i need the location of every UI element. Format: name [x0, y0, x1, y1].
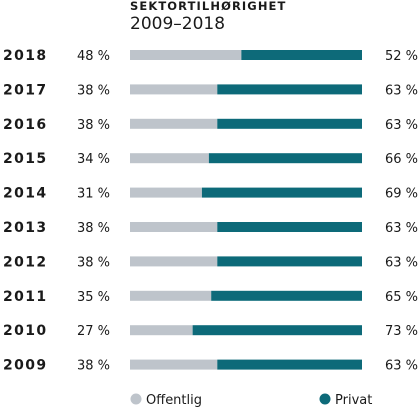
- legend-offentlig-swatch: [130, 393, 142, 405]
- privat-bar: [192, 325, 362, 336]
- offentlig-value-label: 34 %: [77, 152, 110, 167]
- offentlig-value-label: 38 %: [77, 118, 110, 133]
- privat-bar: [217, 222, 362, 232]
- chart-title: SEKTORTILHØRIGHET: [130, 0, 287, 13]
- year-label: 2015: [3, 151, 48, 167]
- offentlig-bar: [130, 50, 242, 60]
- privat-value-label: 73 %: [385, 324, 418, 339]
- year-label: 2014: [3, 186, 48, 202]
- privat-value-label: 52 %: [385, 49, 418, 64]
- privat-bar: [241, 50, 362, 60]
- offentlig-bar: [130, 359, 218, 370]
- offentlig-bar: [130, 84, 218, 95]
- offentlig-value-label: 27 %: [77, 324, 110, 339]
- legend-privat-swatch: [319, 393, 331, 405]
- year-label: 2013: [3, 220, 48, 236]
- offentlig-bar: [130, 153, 209, 164]
- privat-value-label: 63 %: [385, 118, 418, 133]
- privat-bar: [217, 118, 362, 129]
- year-label: 2017: [3, 82, 48, 98]
- privat-bar: [217, 359, 362, 370]
- privat-bar: [208, 153, 362, 164]
- offentlig-value-label: 31 %: [77, 187, 110, 202]
- chart-subtitle: 2009–2018: [130, 14, 226, 34]
- year-label: 2016: [3, 117, 48, 133]
- offentlig-bar: [130, 222, 218, 232]
- privat-value-label: 66 %: [385, 152, 418, 167]
- offentlig-value-label: 48 %: [77, 49, 110, 64]
- year-label: 2010: [3, 323, 48, 339]
- offentlig-value-label: 35 %: [77, 290, 110, 305]
- offentlig-bar: [130, 325, 193, 336]
- year-label: 2011: [3, 289, 48, 305]
- privat-value-label: 63 %: [385, 83, 418, 98]
- year-label: 2018: [3, 48, 48, 64]
- privat-bar: [211, 290, 362, 301]
- offentlig-bar: [130, 187, 202, 198]
- privat-bar: [201, 187, 362, 198]
- offentlig-bar: [130, 118, 218, 129]
- offentlig-value-label: 38 %: [77, 221, 110, 236]
- privat-value-label: 65 %: [385, 290, 418, 305]
- privat-bar: [217, 256, 362, 267]
- offentlig-value-label: 38 %: [77, 83, 110, 98]
- privat-value-label: 63 %: [385, 221, 418, 236]
- offentlig-value-label: 38 %: [77, 255, 110, 270]
- year-label: 2009: [3, 358, 48, 374]
- privat-value-label: 63 %: [385, 255, 418, 270]
- privat-bar: [217, 84, 362, 95]
- offentlig-bar: [130, 290, 212, 301]
- offentlig-value-label: 38 %: [77, 359, 110, 374]
- year-label: 2012: [3, 254, 48, 270]
- privat-value-label: 69 %: [385, 187, 418, 202]
- offentlig-bar: [130, 256, 218, 267]
- legend-privat-label: Privat: [335, 393, 372, 408]
- legend-offentlig-label: Offentlig: [146, 393, 202, 408]
- privat-value-label: 63 %: [385, 359, 418, 374]
